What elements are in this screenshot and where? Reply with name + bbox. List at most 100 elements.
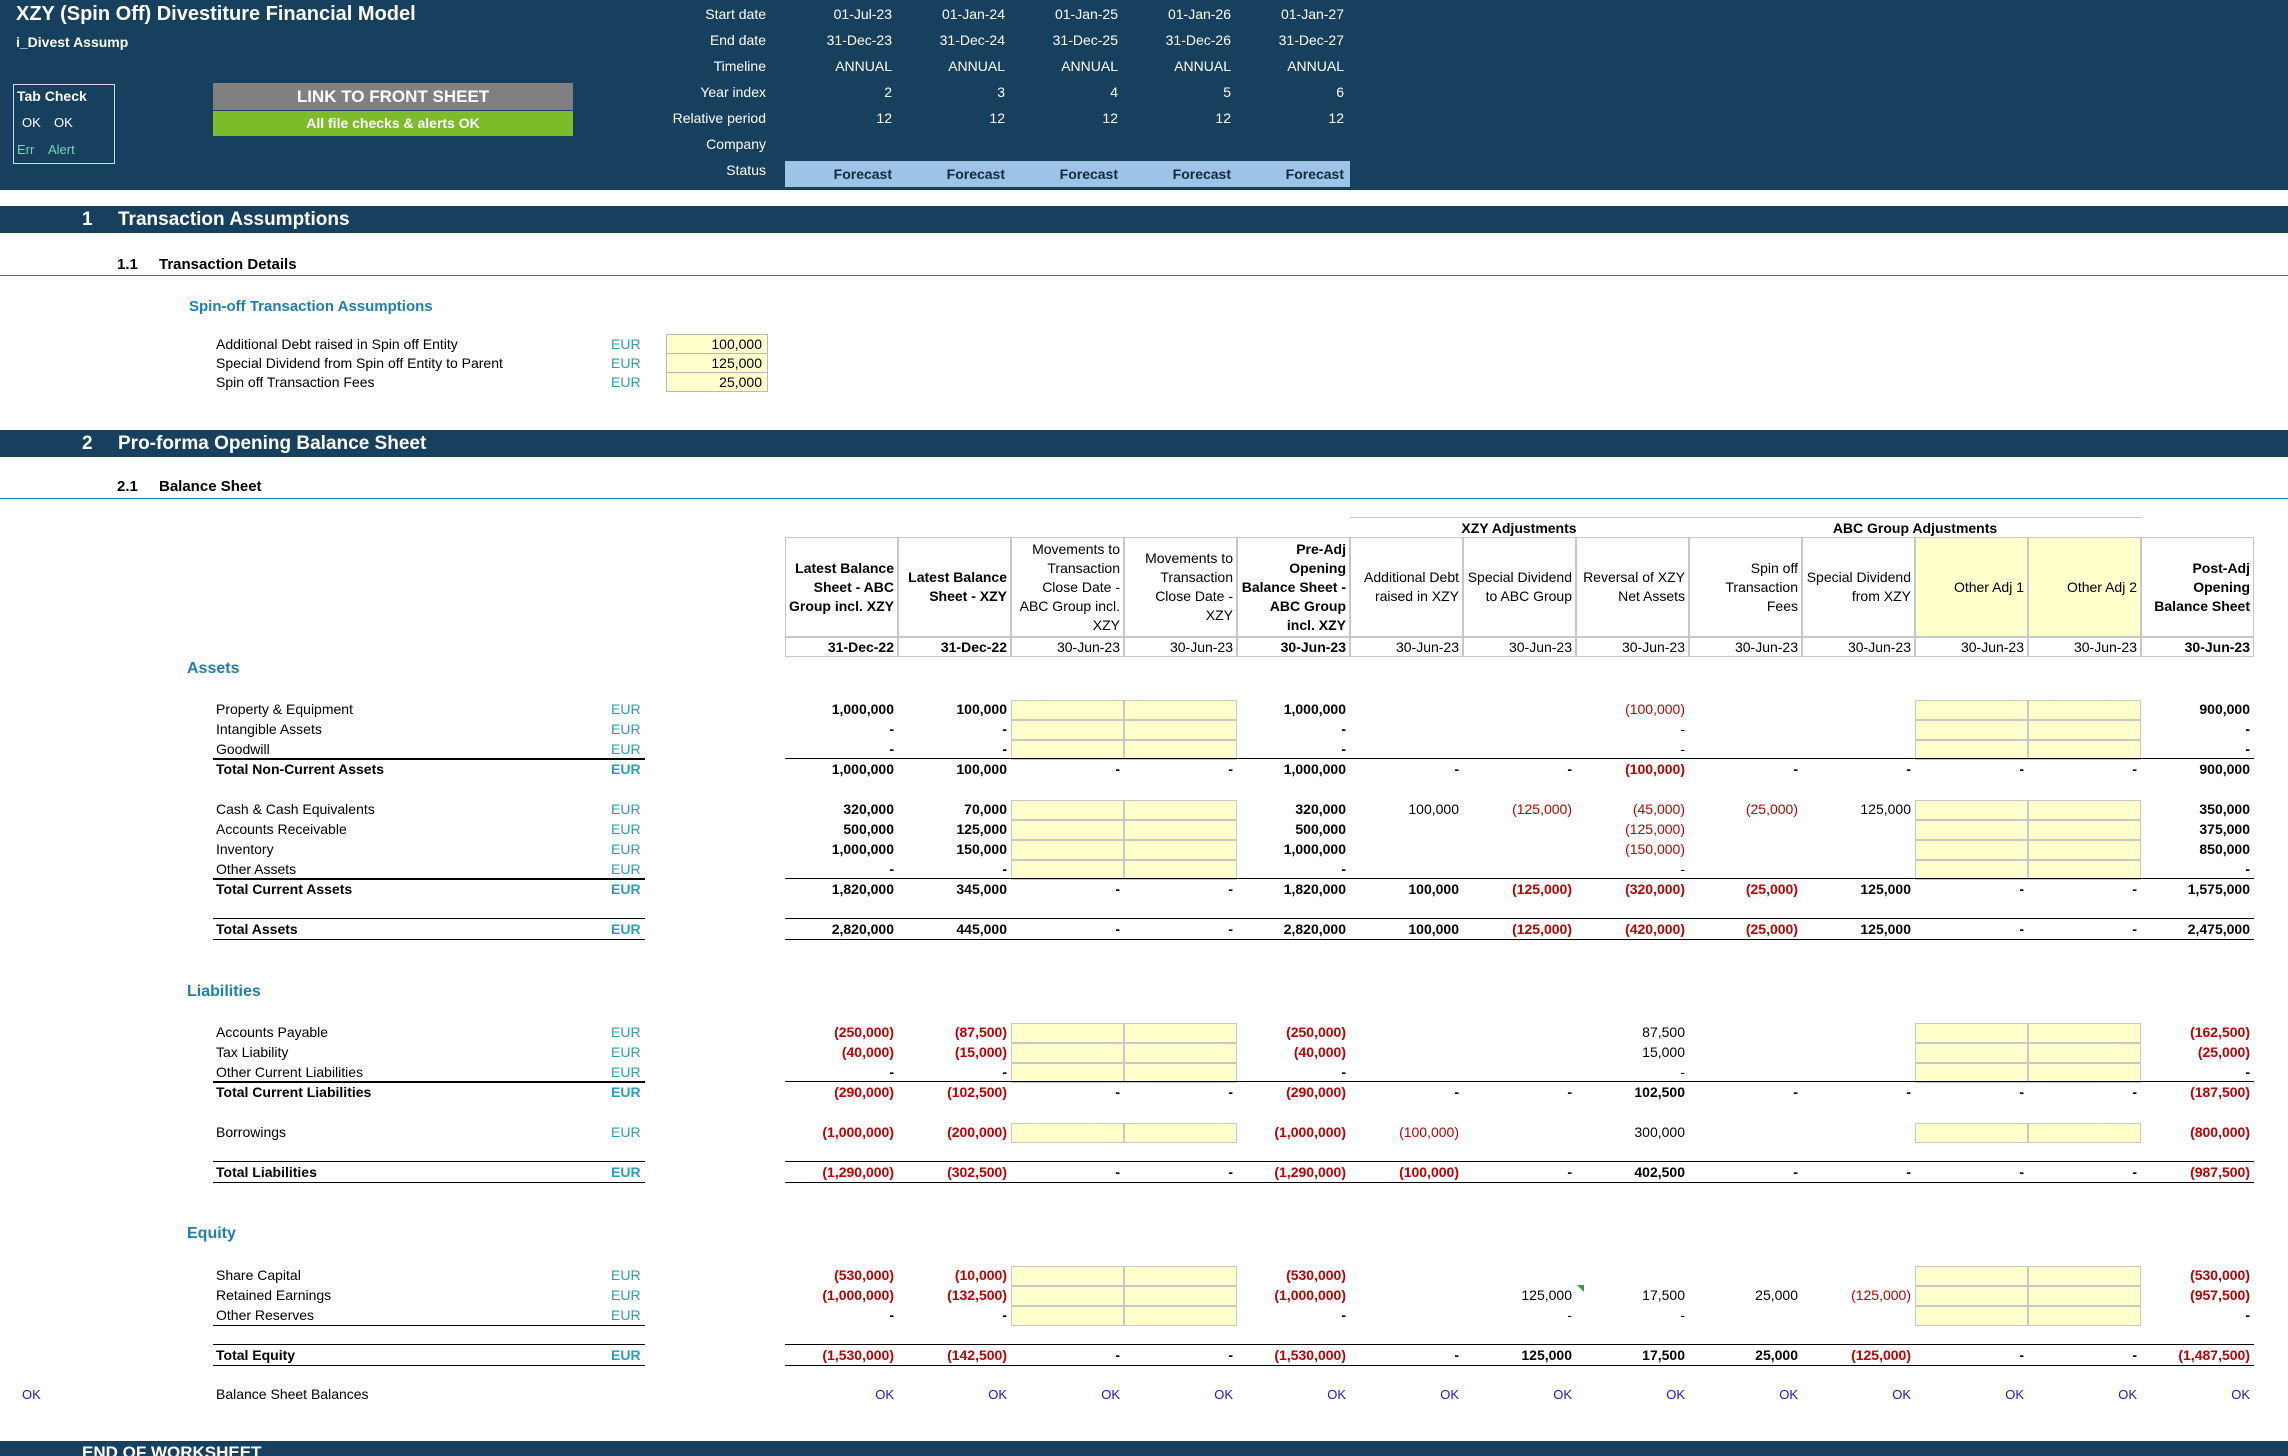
cell-value: 125,000 bbox=[1860, 881, 1911, 897]
cell-value: - bbox=[1341, 861, 1346, 877]
transaction-input-cell[interactable] bbox=[666, 372, 768, 392]
column-header: Additional Debt raised in XZY bbox=[1364, 569, 1459, 604]
input-cell[interactable] bbox=[1124, 840, 1237, 860]
input-cell[interactable] bbox=[1915, 860, 2028, 880]
total-rule bbox=[785, 758, 2254, 759]
input-cell[interactable] bbox=[1011, 1063, 1124, 1083]
input-cell[interactable] bbox=[1124, 800, 1237, 820]
input-cell[interactable] bbox=[1915, 720, 2028, 740]
cell-value: (530,000) bbox=[834, 1267, 894, 1283]
input-cell[interactable] bbox=[1124, 720, 1237, 740]
input-cell[interactable] bbox=[2028, 1266, 2141, 1286]
column-date: 30-Jun-23 bbox=[1734, 639, 1798, 655]
cell-value: 402,500 bbox=[1634, 1164, 1685, 1180]
cell-value: 70,000 bbox=[964, 801, 1007, 817]
transaction-row-unit: EUR bbox=[611, 374, 641, 390]
section-2-band bbox=[0, 430, 2288, 457]
input-cell[interactable] bbox=[1124, 1023, 1237, 1043]
row-unit: EUR bbox=[611, 1084, 641, 1100]
input-cell[interactable] bbox=[1011, 1023, 1124, 1043]
timeline-value: ANNUAL bbox=[1061, 58, 1118, 74]
cell-value: (125,000) bbox=[1851, 1287, 1911, 1303]
cell-value: - bbox=[1228, 1084, 1233, 1100]
column-header-cell bbox=[1237, 537, 1350, 637]
input-cell[interactable] bbox=[2028, 1286, 2141, 1306]
input-cell[interactable] bbox=[1011, 860, 1124, 880]
input-cell[interactable] bbox=[1124, 740, 1237, 760]
input-cell[interactable] bbox=[1915, 840, 2028, 860]
timeline-value: 01-Jan-26 bbox=[1167, 6, 1231, 22]
input-cell[interactable] bbox=[2028, 800, 2141, 820]
cell-value: (987,500) bbox=[2190, 1164, 2250, 1180]
input-cell[interactable] bbox=[2028, 700, 2141, 720]
input-cell[interactable] bbox=[2028, 840, 2141, 860]
row-label: Accounts Payable bbox=[216, 1024, 329, 1040]
input-cell[interactable] bbox=[1011, 1266, 1124, 1286]
cell-value: - bbox=[1115, 1164, 1120, 1180]
row-unit: EUR bbox=[611, 741, 641, 757]
column-date-cell bbox=[1350, 637, 1463, 657]
timeline-label: Status bbox=[726, 162, 766, 178]
column-date: 30-Jun-23 bbox=[1847, 639, 1911, 655]
input-cell[interactable] bbox=[2028, 860, 2141, 880]
input-cell[interactable] bbox=[2028, 1123, 2141, 1143]
input-cell[interactable] bbox=[2028, 820, 2141, 840]
input-cell[interactable] bbox=[1011, 820, 1124, 840]
link-to-front-sheet-button[interactable]: LINK TO FRONT SHEET bbox=[213, 83, 573, 110]
balance-check-ok: OK bbox=[875, 1387, 894, 1402]
timeline-value: 31-Dec-27 bbox=[1278, 32, 1344, 48]
input-cell[interactable] bbox=[1011, 1286, 1124, 1306]
input-cell[interactable] bbox=[1915, 740, 2028, 760]
end-of-worksheet: END OF WORKSHEET bbox=[82, 1443, 262, 1456]
input-cell[interactable] bbox=[2028, 720, 2141, 740]
timeline-label: End date bbox=[709, 32, 766, 48]
column-header: Post-Adj Opening Balance Sheet bbox=[2154, 559, 2250, 614]
input-cell[interactable] bbox=[1915, 1043, 2028, 1063]
input-cell[interactable] bbox=[1915, 700, 2028, 720]
input-cell[interactable] bbox=[1011, 800, 1124, 820]
timeline-label: Relative period bbox=[672, 110, 766, 126]
input-cell[interactable] bbox=[1011, 1123, 1124, 1143]
input-cell[interactable] bbox=[2028, 1063, 2141, 1083]
input-cell[interactable] bbox=[1124, 820, 1237, 840]
input-cell[interactable] bbox=[1915, 820, 2028, 840]
check-label: Balance Sheet Balances bbox=[216, 1386, 369, 1402]
input-cell[interactable] bbox=[1915, 1023, 2028, 1043]
cell-value: - bbox=[1567, 1084, 1572, 1100]
input-cell[interactable] bbox=[1011, 840, 1124, 860]
comment-marker-icon bbox=[1577, 1285, 1584, 1292]
input-cell[interactable] bbox=[1011, 720, 1124, 740]
input-cell[interactable] bbox=[1124, 1286, 1237, 1306]
input-cell[interactable] bbox=[1915, 1123, 2028, 1143]
input-cell[interactable] bbox=[1011, 1043, 1124, 1063]
total-bottom-rule bbox=[785, 1365, 2254, 1366]
input-cell[interactable] bbox=[1011, 1306, 1124, 1326]
input-cell[interactable] bbox=[1011, 700, 1124, 720]
column-date-cell bbox=[1802, 637, 1915, 657]
input-cell[interactable] bbox=[1124, 1063, 1237, 1083]
input-cell[interactable] bbox=[2028, 1023, 2141, 1043]
column-header: Latest Balance Sheet - XZY bbox=[908, 569, 1007, 604]
input-cell[interactable] bbox=[1124, 860, 1237, 880]
input-cell[interactable] bbox=[1124, 1306, 1237, 1326]
input-cell[interactable] bbox=[1124, 1043, 1237, 1063]
row-unit: EUR bbox=[611, 761, 641, 777]
input-cell[interactable] bbox=[1915, 800, 2028, 820]
input-cell[interactable] bbox=[1124, 1123, 1237, 1143]
input-cell[interactable] bbox=[1124, 1266, 1237, 1286]
input-cell[interactable] bbox=[1915, 1286, 2028, 1306]
cell-value: - bbox=[889, 1064, 894, 1080]
cell-value: (102,500) bbox=[947, 1084, 1007, 1100]
cell-value: - bbox=[1680, 861, 1685, 877]
input-cell[interactable] bbox=[1915, 1306, 2028, 1326]
input-cell[interactable] bbox=[2028, 1306, 2141, 1326]
input-cell[interactable] bbox=[1124, 700, 1237, 720]
input-cell[interactable] bbox=[1915, 1266, 2028, 1286]
cell-value: - bbox=[1680, 1307, 1685, 1323]
cell-value: (957,500) bbox=[2190, 1287, 2250, 1303]
input-cell[interactable] bbox=[2028, 740, 2141, 760]
input-cell[interactable] bbox=[2028, 1043, 2141, 1063]
input-cell[interactable] bbox=[1011, 740, 1124, 760]
column-header-cell bbox=[1689, 537, 1802, 637]
input-cell[interactable] bbox=[1915, 1063, 2028, 1083]
